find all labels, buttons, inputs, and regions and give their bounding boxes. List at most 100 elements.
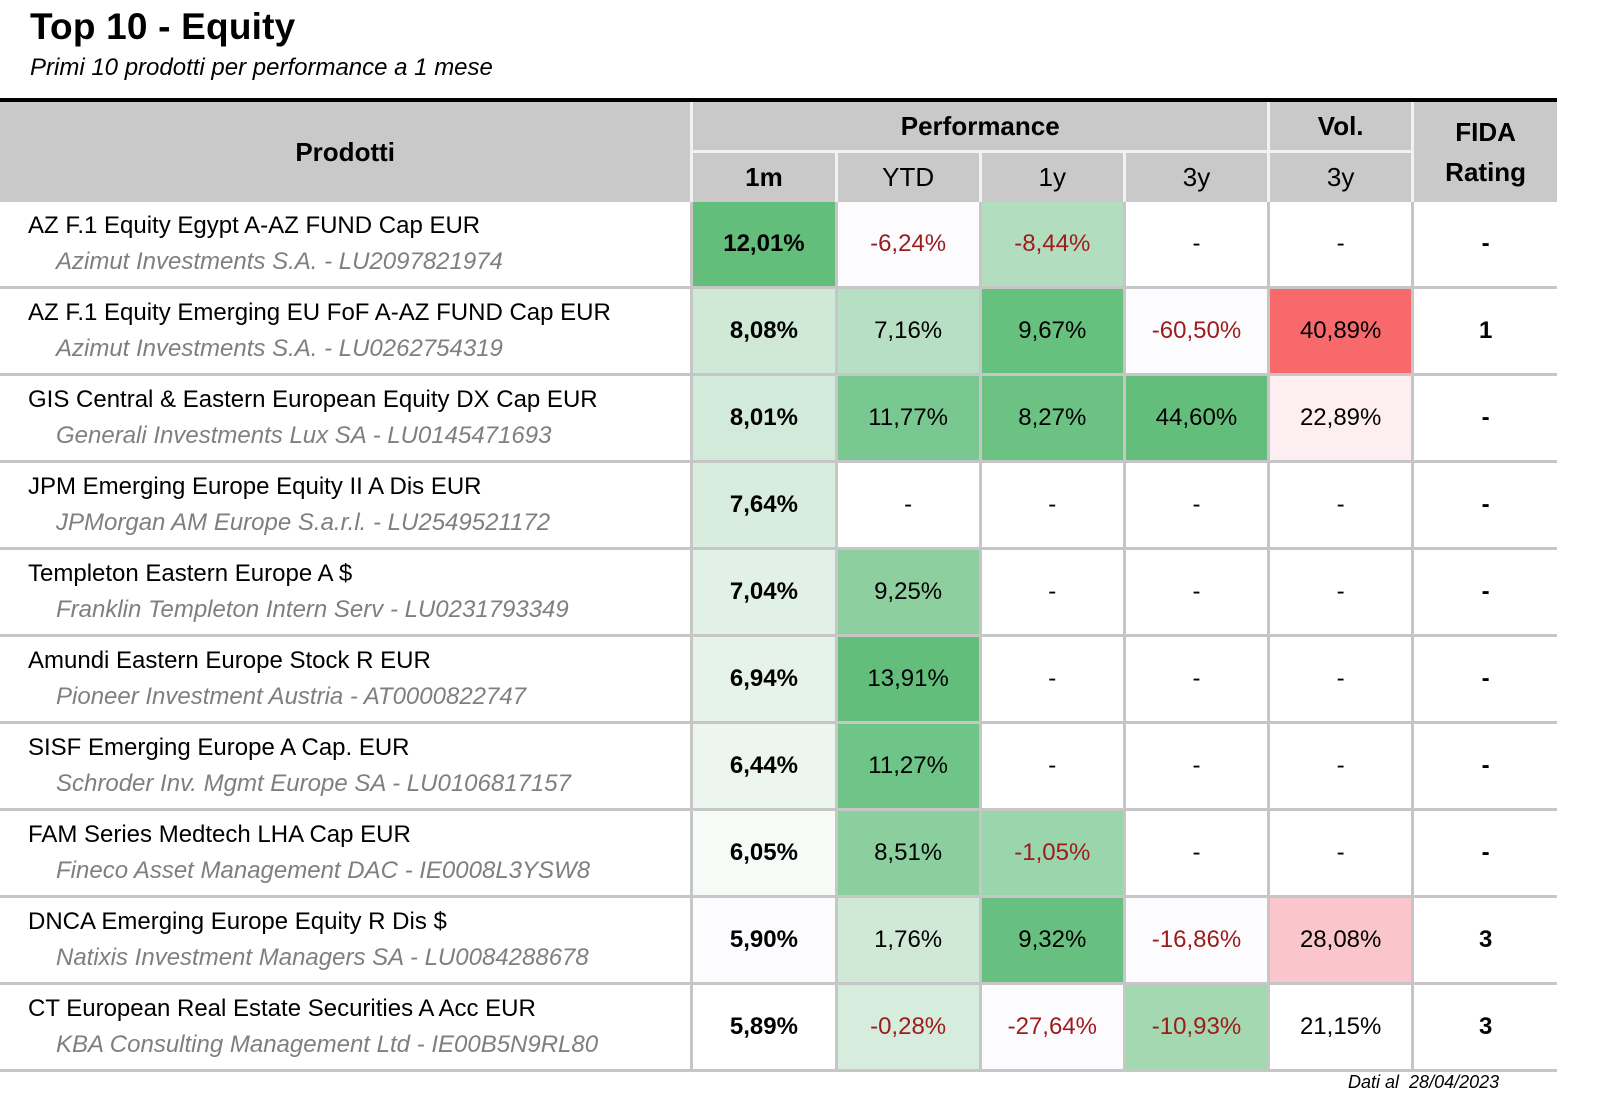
cell-1y: -1,05% bbox=[978, 809, 1125, 898]
cell-3y: -10,93% bbox=[1122, 983, 1269, 1072]
cell-1m: 5,89% bbox=[690, 983, 837, 1072]
product-name: Amundi Eastern Europe Stock R EUR bbox=[28, 647, 431, 674]
footer-date: 28/04/2023 bbox=[1409, 1072, 1500, 1092]
cell-ytd: -6,24% bbox=[834, 202, 981, 289]
table-body: AZ F.1 Equity Egypt A-AZ FUND Cap EUR Azi… bbox=[0, 202, 1557, 1072]
table-row: AZ F.1 Equity Egypt A-AZ FUND Cap EUR Azi… bbox=[0, 202, 1557, 289]
product-name: SISF Emerging Europe A Cap. EUR bbox=[28, 734, 410, 761]
table-row: FAM Series Medtech LHA Cap EUR Fineco Ass… bbox=[0, 809, 1557, 898]
cell-vol-3y: - bbox=[1267, 548, 1413, 637]
cell-vol-3y: - bbox=[1267, 722, 1413, 811]
cell-1y: - bbox=[978, 461, 1125, 550]
cell-vol-3y: - bbox=[1267, 202, 1413, 289]
product-name: AZ F.1 Equity Egypt A-AZ FUND Cap EUR bbox=[28, 212, 481, 239]
equity-table-container: Prodotti Performance Vol. FIDA Rating 1m… bbox=[0, 98, 1557, 1072]
cell-3y: - bbox=[1122, 461, 1269, 550]
footer-label: Dati al bbox=[1348, 1072, 1400, 1092]
cell-1y: - bbox=[978, 722, 1125, 811]
product-name: JPM Emerging Europe Equity II A Dis EUR bbox=[28, 473, 482, 500]
header-ytd: YTD bbox=[836, 151, 982, 202]
cell-vol-3y: - bbox=[1267, 461, 1413, 550]
cell-3y: -60,50% bbox=[1122, 287, 1269, 376]
table-row: SISF Emerging Europe A Cap. EUR Schroder … bbox=[0, 722, 1557, 811]
product-name: DNCA Emerging Europe Equity R Dis $ bbox=[28, 908, 447, 935]
cell-ytd: - bbox=[834, 461, 981, 550]
cell-3y: 44,60% bbox=[1122, 374, 1269, 463]
cell-1y: 8,27% bbox=[978, 374, 1125, 463]
cell-1y: - bbox=[978, 548, 1125, 637]
cell-ytd: 13,91% bbox=[834, 635, 981, 724]
cell-fida-rating: - bbox=[1411, 374, 1557, 463]
page-subtitle: Primi 10 prodotti per performance a 1 me… bbox=[30, 54, 493, 81]
cell-1m: 6,44% bbox=[690, 722, 837, 811]
cell-1m: 6,05% bbox=[690, 809, 837, 898]
cell-ytd: 9,25% bbox=[834, 548, 981, 637]
cell-vol-3y: 28,08% bbox=[1267, 896, 1413, 985]
page-title: Top 10 - Equity bbox=[30, 6, 296, 47]
product-cell: FAM Series Medtech LHA Cap EUR Fineco Ass… bbox=[0, 809, 692, 898]
product-cell: AZ F.1 Equity Egypt A-AZ FUND Cap EUR Azi… bbox=[0, 202, 692, 289]
cell-vol-3y: - bbox=[1267, 809, 1413, 898]
product-name: Templeton Eastern Europe A $ bbox=[28, 560, 353, 587]
cell-fida-rating: - bbox=[1411, 202, 1557, 289]
cell-3y: - bbox=[1122, 722, 1269, 811]
cell-fida-rating: - bbox=[1411, 722, 1557, 811]
header-fida-line1: FIDA bbox=[1455, 117, 1516, 147]
cell-3y: -16,86% bbox=[1122, 896, 1269, 985]
cell-1m: 8,08% bbox=[690, 287, 837, 376]
equity-table: Prodotti Performance Vol. FIDA Rating 1m… bbox=[0, 98, 1557, 1072]
product-name: AZ F.1 Equity Emerging EU FoF A-AZ FUND … bbox=[28, 299, 611, 326]
product-cell: SISF Emerging Europe A Cap. EUR Schroder … bbox=[0, 722, 692, 811]
cell-1m: 7,04% bbox=[690, 548, 837, 637]
header-performance: Performance bbox=[691, 98, 1271, 153]
cell-fida-rating: 1 bbox=[1411, 287, 1557, 376]
cell-1y: -27,64% bbox=[978, 983, 1125, 1072]
cell-fida-rating: 3 bbox=[1411, 896, 1557, 985]
product-manager-isin: Natixis Investment Managers SA - LU00842… bbox=[56, 944, 589, 971]
cell-ytd: 7,16% bbox=[834, 287, 981, 376]
table-row: GIS Central & Eastern European Equity DX… bbox=[0, 374, 1557, 463]
cell-1m: 7,64% bbox=[690, 461, 837, 550]
table-row: DNCA Emerging Europe Equity R Dis $ Natix… bbox=[0, 896, 1557, 985]
product-manager-isin: Azimut Investments S.A. - LU0262754319 bbox=[56, 335, 503, 362]
header-1y: 1y bbox=[980, 151, 1126, 202]
cell-ytd: 11,77% bbox=[834, 374, 981, 463]
cell-3y: - bbox=[1122, 809, 1269, 898]
cell-1y: 9,67% bbox=[978, 287, 1125, 376]
product-cell: AZ F.1 Equity Emerging EU FoF A-AZ FUND … bbox=[0, 287, 692, 376]
product-manager-isin: Pioneer Investment Austria - AT000082274… bbox=[56, 683, 527, 710]
product-cell: GIS Central & Eastern European Equity DX… bbox=[0, 374, 692, 463]
cell-vol-3y: 40,89% bbox=[1267, 287, 1413, 376]
product-name: FAM Series Medtech LHA Cap EUR bbox=[28, 821, 411, 848]
data-date-footer: Dati al 28/04/2023 bbox=[1348, 1072, 1499, 1093]
product-cell: DNCA Emerging Europe Equity R Dis $ Natix… bbox=[0, 896, 692, 985]
cell-vol-3y: - bbox=[1267, 635, 1413, 724]
product-manager-isin: JPMorgan AM Europe S.a.r.l. - LU25495211… bbox=[56, 509, 551, 536]
header-fida-line2: Rating bbox=[1445, 157, 1527, 187]
table-row: AZ F.1 Equity Emerging EU FoF A-AZ FUND … bbox=[0, 287, 1557, 376]
cell-vol-3y: 22,89% bbox=[1267, 374, 1413, 463]
cell-fida-rating: - bbox=[1411, 461, 1557, 550]
product-cell: CT European Real Estate Securities A Acc… bbox=[0, 983, 692, 1072]
cell-ytd: 1,76% bbox=[834, 896, 981, 985]
cell-3y: - bbox=[1122, 202, 1269, 289]
cell-1m: 5,90% bbox=[690, 896, 837, 985]
header-fida-rating: FIDA Rating bbox=[1412, 98, 1557, 202]
header-1m: 1m bbox=[691, 151, 838, 202]
cell-ytd: 11,27% bbox=[834, 722, 981, 811]
cell-ytd: -0,28% bbox=[834, 983, 981, 1072]
cell-vol-3y: 21,15% bbox=[1267, 983, 1413, 1072]
header-vol-3y: 3y bbox=[1268, 151, 1415, 202]
product-cell: Templeton Eastern Europe A $ Franklin Tem… bbox=[0, 548, 692, 637]
table-row: JPM Emerging Europe Equity II A Dis EUR J… bbox=[0, 461, 1557, 550]
product-manager-isin: Schroder Inv. Mgmt Europe SA - LU0106817… bbox=[56, 770, 571, 797]
table-row: CT European Real Estate Securities A Acc… bbox=[0, 983, 1557, 1072]
product-manager-isin: Franklin Templeton Intern Serv - LU02317… bbox=[56, 596, 569, 623]
cell-fida-rating: - bbox=[1411, 635, 1557, 724]
cell-fida-rating: - bbox=[1411, 809, 1557, 898]
cell-3y: - bbox=[1122, 635, 1269, 724]
cell-1y: 9,32% bbox=[978, 896, 1125, 985]
table-row: Templeton Eastern Europe A $ Franklin Tem… bbox=[0, 548, 1557, 637]
cell-fida-rating: - bbox=[1411, 548, 1557, 637]
product-manager-isin: Fineco Asset Management DAC - IE0008L3YS… bbox=[56, 857, 591, 884]
